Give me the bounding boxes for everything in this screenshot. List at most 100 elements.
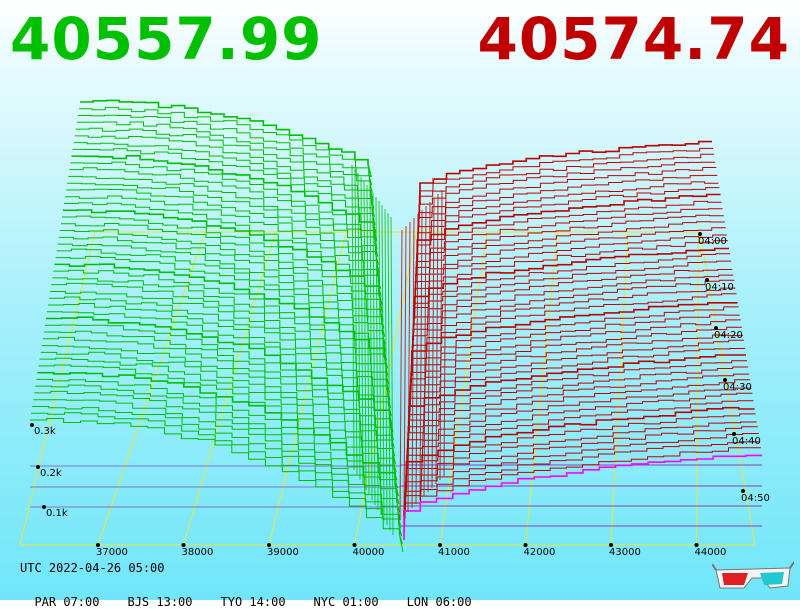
ask-depth-line: [411, 293, 737, 369]
axis-labels: 37000 38000 39000 40000 41000 42000 43000 44000…: [30, 232, 770, 558]
ask-depth-line: [410, 319, 741, 398]
price-tick-label: 38000: [182, 547, 214, 558]
ask-depth-line: [419, 147, 714, 213]
bid-wall-line: [354, 168, 358, 476]
ask-depth-line: [408, 354, 746, 434]
ask-depth-line: [404, 426, 758, 512]
price-tick-dot: [267, 543, 271, 547]
ask-depth-line: [413, 253, 731, 327]
ask-price: 40574.74: [477, 5, 790, 73]
ask-depth-line: [412, 274, 734, 348]
price-tick-dot: [352, 543, 357, 547]
price-tick-dot: [609, 543, 613, 547]
bid-depth-line: [73, 142, 376, 225]
time-tick-dot: [705, 278, 709, 282]
price-tick-label: 43000: [609, 547, 641, 558]
bid-depth-line: [53, 269, 389, 377]
bid-depth-line: [45, 316, 394, 433]
volume-tick-dot: [30, 423, 34, 427]
bid-wall-line: [381, 204, 385, 521]
time-tick-label: 04:30: [723, 382, 752, 393]
price-tick-label: 37000: [96, 547, 128, 558]
ask-wall-line: [435, 193, 439, 485]
time-tick-dot: [732, 432, 736, 436]
bid-depth-line: [30, 418, 404, 553]
ask-depth-line: [415, 221, 725, 291]
bid-depth-line: [57, 243, 386, 345]
price-grid-line: [696, 231, 699, 546]
bid-depth-line: [52, 277, 390, 385]
bid-depth-line: [80, 99, 372, 178]
bid-wall-line: [372, 192, 376, 506]
price-grid-line: [525, 231, 558, 546]
bid-depth-line: [35, 384, 401, 513]
depth-surface: [30, 99, 762, 553]
bid-depth-line: [66, 188, 381, 281]
bid-wall-line: [366, 184, 370, 496]
ask-depth-line: [405, 406, 755, 491]
bid-depth-line: [76, 121, 374, 202]
ask-depth-line: [414, 240, 728, 312]
tz-tyo: TYO 14:00: [220, 595, 286, 609]
price-tick-dot: [181, 543, 186, 547]
bid-depth-line: [64, 202, 382, 297]
ask-depth-line: [419, 140, 712, 205]
price-tick-dot: [694, 543, 699, 547]
ask-depth-line: [417, 181, 719, 248]
ask-depth-line: [406, 392, 753, 476]
floor-outline: [19, 231, 756, 546]
bid-depth-line: [75, 127, 375, 210]
ask-depth-line: [416, 200, 722, 270]
bid-wall-line: [369, 188, 373, 501]
ask-wall-line: [415, 213, 419, 505]
bid-depth-line: [51, 282, 390, 393]
bid-depth-line: [68, 175, 379, 265]
ask-depth-line: [417, 174, 718, 241]
ask-depth-line: [403, 454, 762, 540]
ask-wall-line: [407, 221, 411, 513]
ask-depth-line: [406, 387, 752, 469]
ask-depth-line: [408, 360, 748, 441]
time-tick-label: 04:20: [714, 330, 743, 341]
ask-depth-line: [418, 153, 715, 220]
bid-depth-line: [49, 296, 392, 409]
ask-depth-line: [412, 287, 736, 362]
bid-depth-line: [77, 114, 373, 194]
volume-tick-label: 0.3k: [34, 426, 56, 437]
bid-depth-line: [65, 195, 382, 289]
tz-par: PAR 07:00: [34, 595, 100, 609]
bid-depth-line: [47, 311, 393, 425]
bid-depth-line: [48, 303, 392, 417]
ask-wall-line: [431, 197, 435, 489]
ask-depth-line: [403, 447, 761, 533]
bid-depth-line: [41, 345, 396, 465]
time-tick-label: 04:40: [732, 436, 761, 447]
bid-depth-line: [78, 106, 373, 186]
bid-depth-line: [42, 336, 396, 457]
time-tick-dot: [714, 326, 718, 330]
ask-wall-line: [427, 201, 431, 493]
timezone-row: PAR 07:00 BJS 13:00 TYO 14:00 NYC 01:00 LON …: [20, 581, 500, 609]
ask-depth-line: [412, 279, 735, 355]
time-tick-dot: [741, 489, 745, 493]
bid-wall-line: [387, 212, 391, 531]
3d-glasses-icon[interactable]: [712, 560, 794, 594]
bid-depth-line: [39, 357, 398, 481]
bid-depth-line: [72, 148, 377, 233]
ask-depth-line: [418, 167, 717, 234]
bid-depth-line: [61, 215, 384, 313]
price-tick-dot: [438, 543, 442, 547]
bid-wall-line: [375, 196, 379, 511]
ask-depth-line: [413, 260, 732, 334]
bid-depth-line: [62, 209, 383, 305]
volume-tick-label: 0.1k: [46, 508, 68, 519]
ask-depth-line: [407, 373, 750, 455]
bid-depth-line: [59, 229, 385, 329]
price-tick-dot: [523, 543, 528, 547]
ask-depth-line: [406, 400, 754, 483]
ask-depth-line: [410, 314, 740, 391]
bid-depth-line: [36, 378, 400, 505]
price-tick-label: 44000: [695, 547, 727, 558]
utc-time: UTC 2022-04-26 05:00: [20, 561, 165, 575]
bid-wall-line: [378, 200, 382, 516]
